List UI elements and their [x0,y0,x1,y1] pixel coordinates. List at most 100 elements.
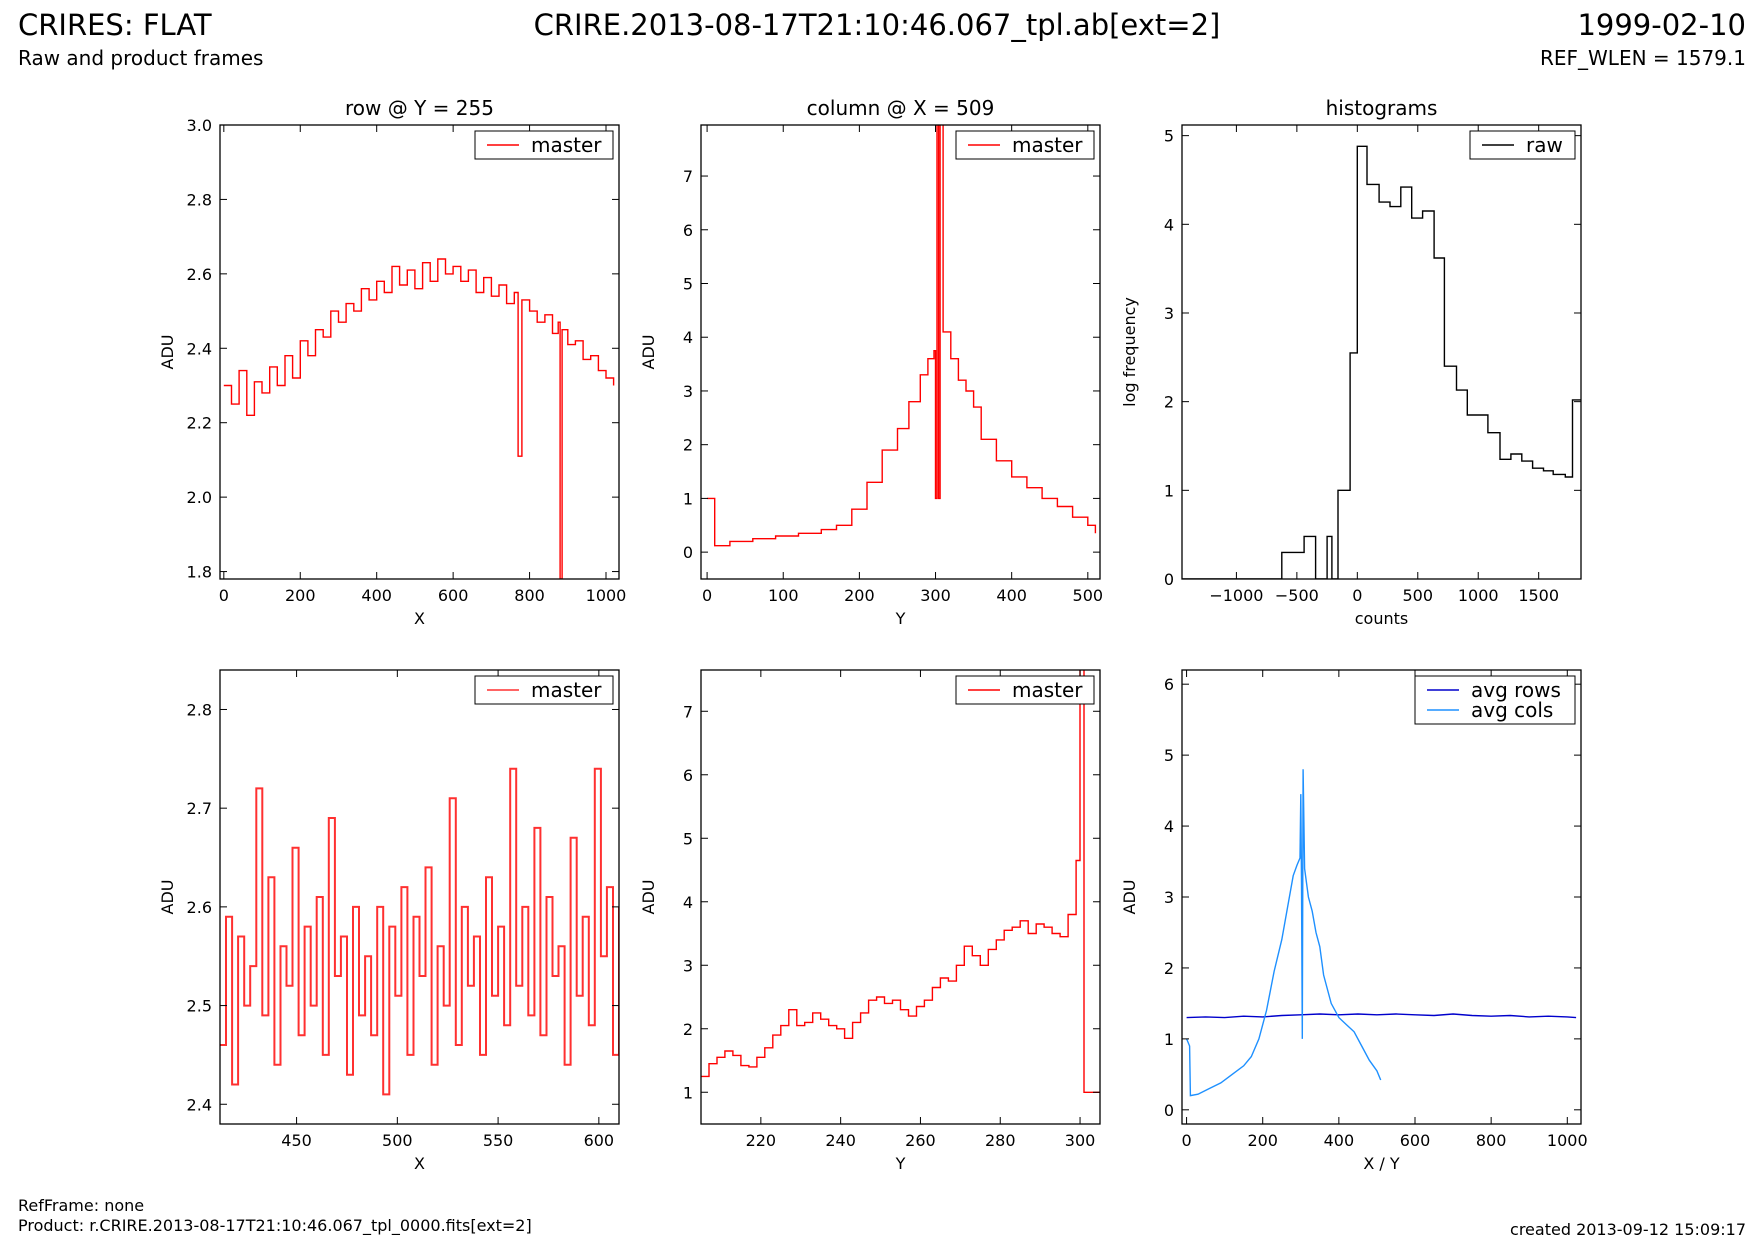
x-tick-label: 240 [825,1131,856,1150]
y-axis-label: ADU [639,880,658,915]
y-tick-label: 2.7 [187,799,212,818]
x-tick-label: 600 [1400,1131,1431,1150]
x-tick-label: 600 [584,1131,615,1150]
y-tick-label: 2 [683,1020,693,1039]
x-tick-label: 1000 [1547,1131,1588,1150]
x-tick-label: 550 [483,1131,514,1150]
plot-frame [219,669,620,1125]
y-axis-label: ADU [158,880,177,915]
y-tick-label: 5 [1164,127,1174,146]
chart-panel-3: −1000 −500 0 500 1000 1500 0 1 2 3 4 5 histograms cou… [1120,96,1582,628]
x-tick-label: 200 [844,586,875,605]
chart-panel-4: 450 500 550 600 2.4 2.5 2.6 2.7 2.8 X ADU master [158,669,620,1173]
x-tick-label: 1000 [1458,586,1499,605]
legend-label: master [531,678,602,702]
y-tick-label: 2 [683,436,693,455]
legend: master [474,675,614,705]
y-tick-label: 3 [683,956,693,975]
y-tick-label: 6 [683,766,693,785]
y-tick-label: 7 [683,702,693,721]
series-line-master [707,125,1097,547]
y-tick-label: 3 [683,382,693,401]
y-tick-label: 0 [683,543,693,562]
y-tick-label: 5 [683,829,693,848]
legend-label: master [531,133,602,157]
y-tick-label: 2.6 [187,898,212,917]
x-axis-label: X / Y [1363,1154,1400,1173]
x-tick-label: −500 [1275,586,1319,605]
x-axis-label: Y [895,609,906,628]
x-tick-label: 800 [1476,1131,1507,1150]
x-tick-label: 280 [985,1131,1016,1150]
x-tick-label: 200 [1247,1131,1278,1150]
y-tick-label: 2.8 [187,700,212,719]
y-tick-label: 1 [683,1083,693,1102]
legend-label: avg cols [1471,698,1553,722]
x-tick-label: 400 [1324,1131,1355,1150]
y-tick-label: 2.8 [187,190,212,209]
y-tick-label: 1 [683,489,693,508]
y-tick-label: 6 [1164,675,1174,694]
y-axis-label: log frequency [1120,297,1139,407]
x-tick-label: 1500 [1518,586,1559,605]
y-tick-label: 3 [1164,888,1174,907]
chart-title: column @ X = 509 [807,96,995,120]
product-name: Product: r.CRIRE.2013-08-17T21:10:46.067… [18,1216,532,1235]
series-line-master [220,767,619,1096]
x-tick-label: 0 [702,586,712,605]
x-axis-label: counts [1355,609,1408,628]
ref-frame: RefFrame: none [18,1196,145,1215]
x-tick-label: 600 [438,586,469,605]
x-tick-label: 100 [768,586,799,605]
y-tick-label: 2.4 [187,1095,212,1114]
series-line-raw [1182,145,1581,579]
y-tick-label: 2.6 [187,265,212,284]
y-tick-label: 7 [683,167,693,186]
x-tick-label: −1000 [1209,586,1263,605]
y-tick-label: 2.4 [187,339,212,358]
plot-frame [1181,124,1582,580]
y-tick-label: 6 [683,221,693,240]
y-tick-label: 2.5 [187,997,212,1016]
y-tick-label: 2.2 [187,414,212,433]
chart-title: row @ Y = 255 [345,96,494,120]
y-tick-label: 1 [1164,481,1174,500]
x-tick-label: 300 [920,586,951,605]
legend: master [955,675,1095,705]
x-tick-label: 220 [746,1131,777,1150]
legend-label: master [1012,133,1083,157]
file-name: CRIRE.2013-08-17T21:10:46.067_tpl.ab[ext… [533,8,1221,42]
series-line-avg-rows [1186,1013,1577,1019]
x-tick-label: 500 [382,1131,413,1150]
page-subtitle: Raw and product frames [18,46,264,70]
plot-frame [700,124,1101,580]
legend-label: raw [1526,133,1563,157]
x-tick-label: 800 [514,586,545,605]
legend: raw [1469,130,1576,160]
plot-frame [1181,669,1582,1125]
x-axis-label: X [414,609,425,628]
x-axis-label: Y [895,1154,906,1173]
observation-date: 1999-02-10 [1577,8,1746,42]
x-tick-label: 450 [281,1131,312,1150]
x-axis-label: X [414,1154,425,1173]
legend-label: avg rows [1471,678,1561,702]
series-line-master [223,258,615,579]
series-line-master [701,670,1100,1093]
y-axis-label: ADU [158,335,177,370]
x-tick-label: 1000 [586,586,627,605]
y-tick-label: 4 [683,328,693,347]
plot-frame [219,124,620,580]
x-tick-label: 400 [361,586,392,605]
y-tick-label: 3.0 [187,116,212,135]
x-tick-label: 260 [905,1131,936,1150]
y-tick-label: 0 [1164,1101,1174,1120]
ref-wavelength: REF_WLEN = 1579.1 [1539,46,1746,70]
x-tick-label: 0 [1352,586,1362,605]
legend-label: master [1012,678,1083,702]
y-axis-label: ADU [639,335,658,370]
chart-title: histograms [1326,96,1438,120]
series-line-avg-cols [1185,769,1382,1097]
y-axis-label: ADU [1120,880,1139,915]
